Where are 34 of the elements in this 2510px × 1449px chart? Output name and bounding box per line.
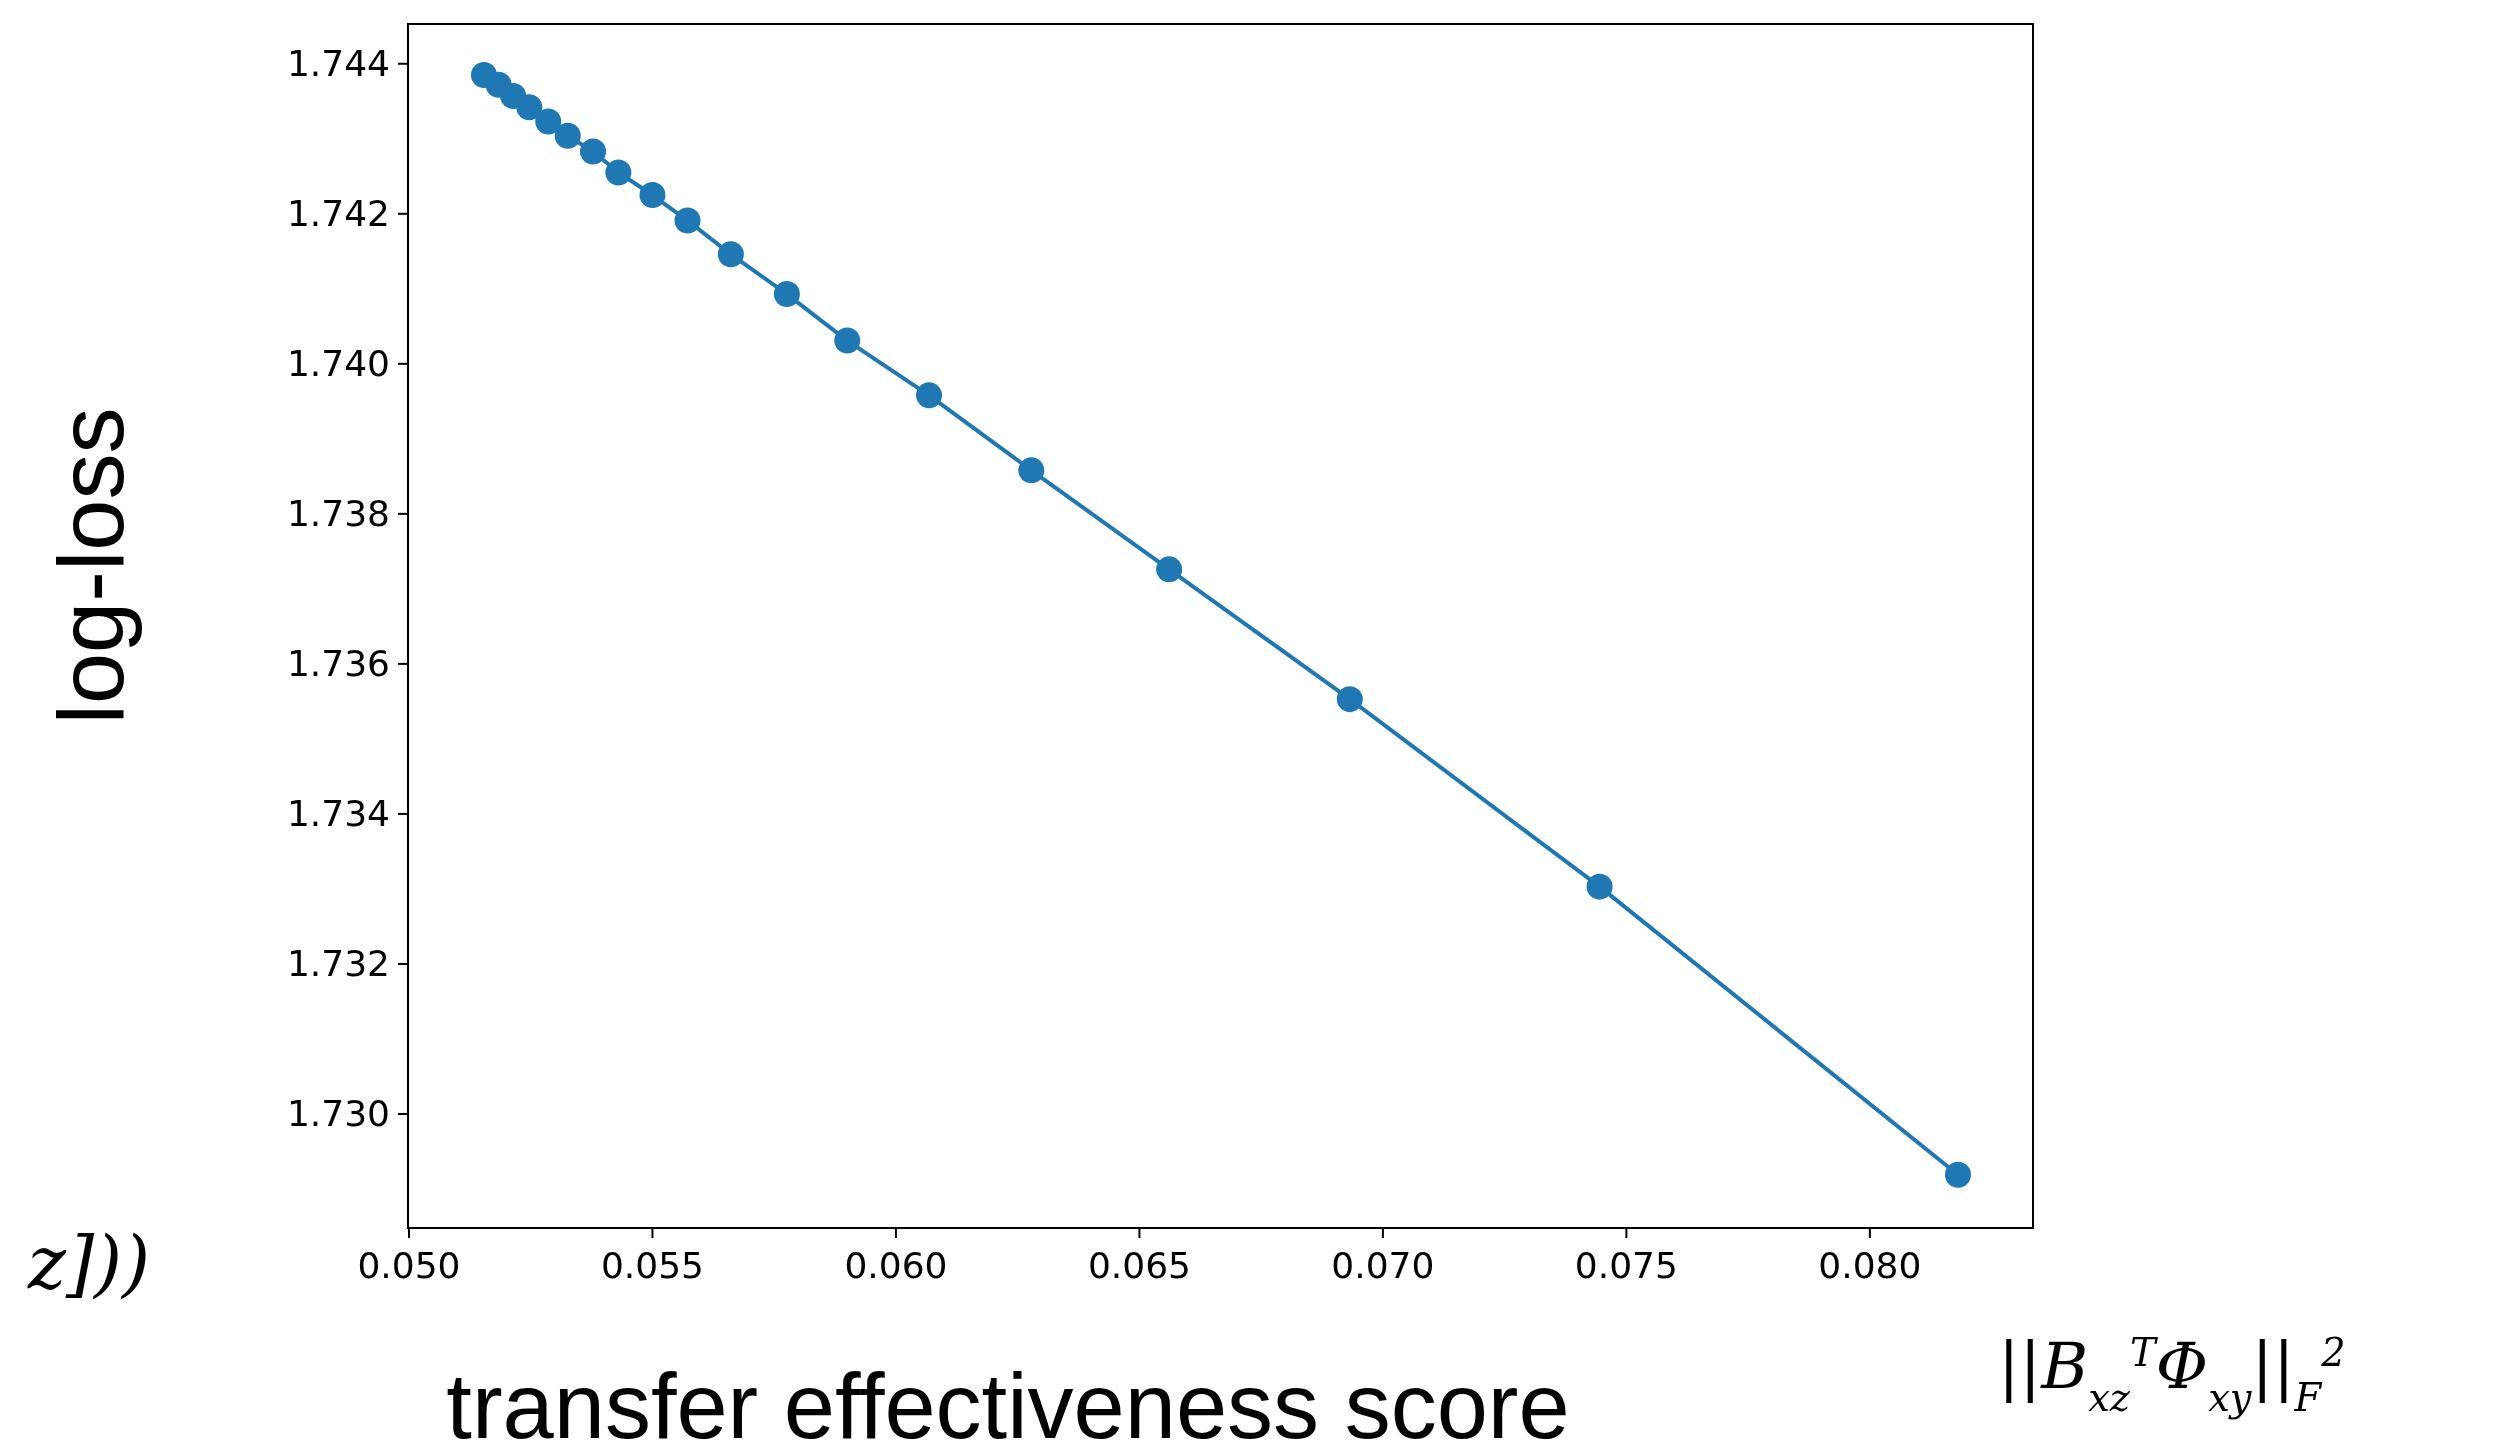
y-tick-label: 1.742 (286, 193, 390, 235)
y-tick-label: 1.740 (286, 343, 390, 385)
x-tick-label: 0.075 (1574, 1245, 1678, 1286)
x-tick-label: 0.055 (600, 1245, 704, 1286)
point (1018, 457, 1045, 484)
y-tick-label: 1.730 (286, 1093, 390, 1135)
point (580, 138, 607, 165)
point (674, 207, 701, 234)
point (1586, 873, 1613, 900)
point (717, 241, 744, 268)
point (605, 159, 632, 186)
x-tick-label: 0.080 (1818, 1245, 1922, 1286)
point (639, 182, 666, 209)
point (1156, 556, 1183, 583)
x-tick-label: 0.050 (357, 1245, 461, 1286)
x-axis-title: transfer effectiveness score (446, 1355, 1570, 1449)
text: z])) (27, 1221, 151, 1305)
x-tick-label: 0.060 (844, 1245, 948, 1286)
x-tick-label: 0.070 (1331, 1245, 1435, 1286)
y-tick-label: 1.732 (286, 943, 390, 985)
x-tick-label: 0.065 (1087, 1245, 1191, 1286)
point (916, 382, 943, 409)
y-tick-label: 1.736 (286, 643, 390, 685)
point (1945, 1161, 1972, 1188)
y-tick-label: 1.738 (286, 493, 390, 535)
point (834, 327, 861, 354)
point (535, 108, 562, 135)
point (1336, 686, 1363, 713)
point (516, 94, 543, 121)
y-axis-title: log-loss (40, 407, 142, 725)
y-tick-label: 1.744 (286, 43, 390, 85)
point (554, 122, 581, 149)
y-tick-label: 1.734 (286, 793, 390, 835)
point (773, 281, 800, 308)
